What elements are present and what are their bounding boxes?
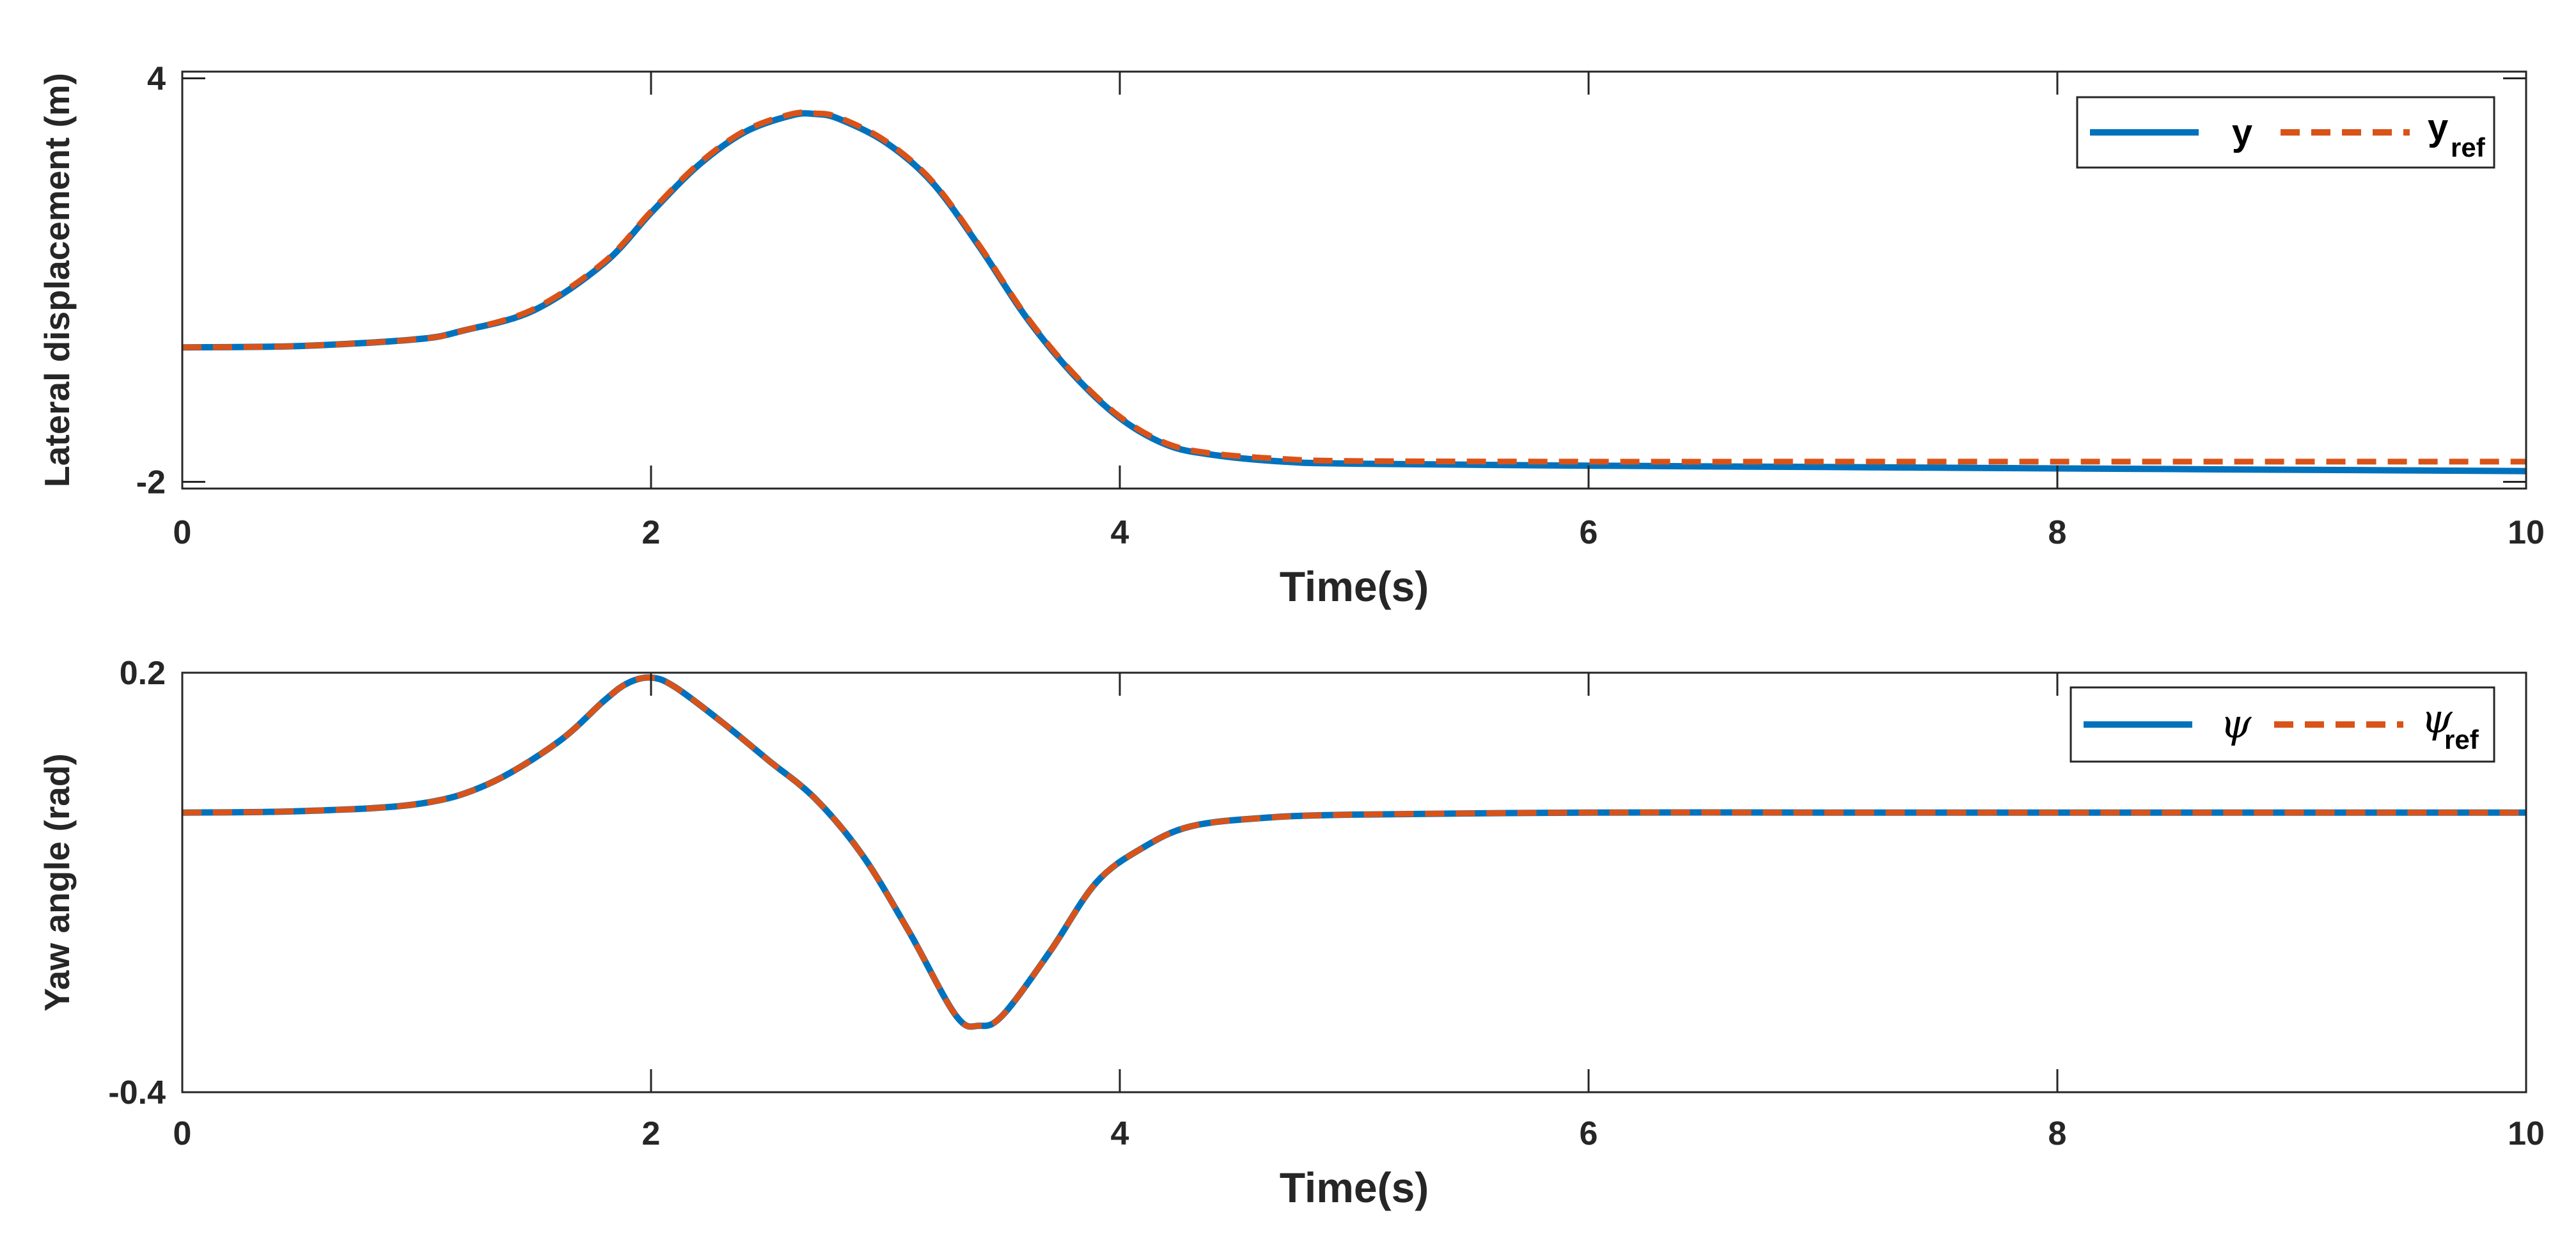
x-axis-label: Time(s) [1280,563,1429,610]
legend-label-2-sub: ref [2444,725,2479,755]
x-axis-label: Time(s) [1280,1164,1429,1211]
legend-label-2: ψ [2421,695,2453,742]
x-tick-label: 10 [2508,1115,2545,1152]
y-tick-label: -2 [136,464,166,501]
x-tick-label: 2 [642,514,661,551]
axes-box [181,70,2527,490]
x-tick-label: 10 [2508,514,2545,551]
series-line-2 [182,675,2526,1030]
series-group [182,109,2526,474]
y-tick-label: -0.4 [108,1074,166,1111]
y-tick-label: 4 [147,61,166,98]
legend-label-1: ψ [2220,700,2252,747]
x-tick-label: 0 [173,514,192,551]
chart-panel-1: 0 2 4 6 8 10 -2 4 Time(s) Lateral displacement (m… [37,61,2545,610]
y-axis-label: Yaw angle (rad) [37,753,77,1011]
legend-label-2-sub: ref [2451,132,2486,162]
x-tick-label: 0 [173,1115,192,1152]
legend-label-1: y [2232,112,2252,153]
x-tick-label: 2 [642,1115,661,1152]
x-tick-label: 4 [1111,514,1129,551]
x-tick-label: 6 [1580,514,1598,551]
series-line-2 [182,109,2526,465]
legend-label-2: y [2428,107,2448,148]
x-tick-label: 6 [1580,1115,1598,1152]
series-group [182,674,2526,1030]
legend: y y ref [2076,96,2495,169]
y-tick-label: 0.2 [120,655,166,692]
x-tick-label: 8 [2048,1115,2067,1152]
axes-box [181,671,2527,1093]
x-tick-label: 4 [1111,1115,1129,1152]
x-tick-label: 8 [2048,514,2067,551]
y-axis-label: Lateral displacement (m) [37,73,77,487]
